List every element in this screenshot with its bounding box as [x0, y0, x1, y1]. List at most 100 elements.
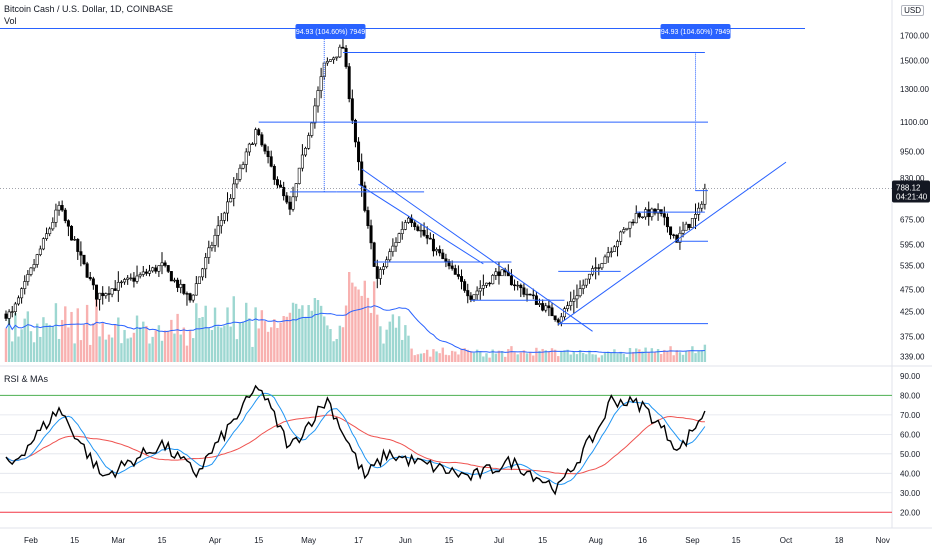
volume-bar	[613, 349, 616, 362]
candle-up	[116, 282, 120, 291]
volume-bar	[170, 319, 173, 362]
time-tick-label: Nov	[876, 536, 890, 545]
candle-down	[79, 251, 83, 256]
volume-bar	[126, 338, 129, 362]
volume-bar	[257, 328, 260, 362]
candle-up	[226, 201, 230, 214]
volume-bar	[525, 353, 529, 362]
volume-ma-line	[5, 305, 705, 354]
volume-bar	[207, 327, 210, 362]
volume-bar	[510, 346, 513, 362]
candle-down	[350, 98, 354, 121]
time-tick-label: 15	[254, 536, 263, 545]
candle-up	[335, 56, 339, 59]
volume-bar	[101, 322, 104, 362]
volume-bar	[245, 302, 248, 362]
candle-up	[700, 203, 704, 209]
price-tick-label: 475.00	[900, 285, 925, 294]
volume-bar	[419, 353, 423, 362]
candle-up	[491, 275, 495, 285]
volume-bar	[29, 331, 33, 362]
candle-down	[91, 278, 95, 286]
price-tick-label: 830.00	[900, 174, 925, 183]
candle-up	[625, 227, 629, 230]
volume-bar	[232, 296, 235, 362]
candle-down	[275, 179, 279, 186]
candle-up	[681, 229, 685, 234]
candle-down	[353, 120, 357, 143]
candle-down	[497, 271, 501, 277]
volume-bar	[319, 305, 323, 362]
candle-down	[416, 226, 420, 231]
candle-up	[204, 257, 208, 270]
candle-down	[60, 205, 64, 211]
trend-drawings[interactable]	[0, 27, 805, 332]
candle-up	[129, 277, 133, 280]
candle-down	[460, 276, 464, 282]
currency-selector[interactable]: USD	[901, 5, 924, 16]
volume-bar	[429, 356, 432, 362]
volume-bar	[597, 357, 600, 362]
candle-down	[360, 161, 364, 187]
candle-down	[176, 279, 180, 288]
volume-bar	[550, 348, 554, 362]
volume-bar	[376, 314, 379, 362]
volume-bar	[557, 356, 560, 362]
time-tick-label: 18	[835, 536, 844, 545]
volume-bar	[316, 300, 320, 362]
time-tick-label: Jun	[399, 536, 412, 545]
volume-bar	[185, 345, 189, 362]
time-tick-label: 17	[354, 536, 363, 545]
volume-bar	[547, 351, 551, 362]
candle-up	[378, 269, 382, 279]
candle-up	[157, 265, 161, 272]
candle-up	[48, 228, 52, 235]
candle-down	[113, 288, 117, 291]
candle-down	[466, 290, 470, 297]
volume-bar	[60, 319, 64, 362]
volume-bar	[98, 336, 101, 362]
candle-up	[54, 209, 58, 223]
candle-up	[250, 143, 254, 145]
candle-down	[662, 213, 666, 218]
candle-down	[553, 315, 557, 320]
time-tick-label: Oct	[780, 536, 793, 545]
volume-bar	[507, 349, 510, 362]
volume-bar	[413, 355, 416, 362]
candle-down	[279, 184, 283, 188]
volume-bar	[160, 340, 164, 362]
volume-bar	[600, 355, 604, 362]
volume-bar	[463, 348, 466, 362]
volume-bar	[120, 343, 123, 362]
price-candles[interactable]	[4, 37, 707, 327]
volume-bar	[385, 329, 388, 362]
time-tick-label: 15	[732, 536, 741, 545]
candle-down	[665, 216, 669, 228]
candle-up	[656, 209, 660, 214]
candle-up	[172, 279, 176, 282]
volume-bar	[591, 354, 594, 362]
volume-bar	[266, 331, 270, 362]
volume-bar	[7, 318, 11, 362]
candle-down	[541, 303, 545, 311]
candle-down	[163, 262, 167, 266]
volume-bar	[663, 349, 666, 362]
candle-up	[241, 164, 245, 169]
volume-pane-label: Vol	[4, 16, 17, 26]
volume-bar	[26, 311, 30, 362]
candle-down	[347, 66, 351, 100]
volume-bar	[416, 354, 420, 362]
volume-bar	[238, 322, 242, 362]
volume-bar	[4, 328, 8, 362]
candle-up	[160, 262, 164, 267]
price-tick-label: 1500.00	[900, 56, 929, 65]
candle-up	[600, 263, 604, 269]
volume-bar	[148, 343, 151, 362]
volume-bar	[450, 350, 454, 362]
volume-bar	[82, 324, 86, 362]
volume-bar	[213, 307, 217, 362]
candle-up	[32, 264, 36, 269]
candle-up	[207, 247, 211, 258]
price-tick-label: 950.00	[900, 147, 925, 156]
volume-bar	[354, 286, 357, 362]
